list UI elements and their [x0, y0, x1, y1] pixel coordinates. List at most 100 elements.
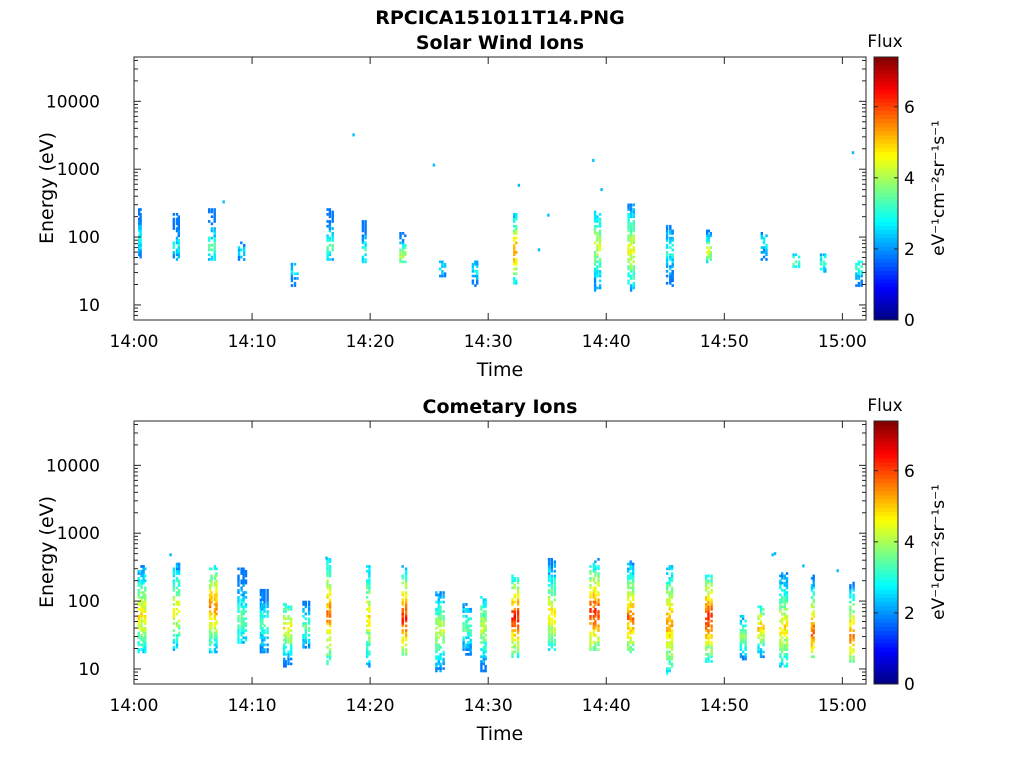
heatmap-cell — [172, 579, 176, 583]
heatmap-cell — [710, 653, 713, 656]
heatmap-cell — [589, 572, 592, 575]
heatmap-cell — [810, 650, 814, 654]
heatmap-cell — [368, 607, 371, 611]
heatmap-cell — [290, 648, 293, 651]
heatmap-cell — [629, 251, 633, 254]
heatmap-cell — [547, 629, 551, 632]
heatmap-cell — [516, 586, 520, 590]
heatmap-cell — [139, 243, 142, 247]
heatmap-cell — [598, 274, 602, 278]
heatmap-cell — [589, 641, 592, 644]
heatmap-cell — [290, 277, 294, 280]
heatmap-cell — [547, 617, 551, 621]
heatmap-cell — [331, 232, 334, 235]
panel-solar-wind: Solar Wind Ions 14:00 14:10 14:20 14:30 14:4… — [36, 32, 949, 381]
heatmap-cell — [208, 622, 212, 625]
heatmap-cell — [142, 572, 145, 575]
heatmap-cell — [670, 574, 674, 578]
heatmap-cell — [401, 619, 404, 623]
heatmap-cell — [739, 638, 743, 642]
heatmap-cell — [328, 622, 332, 625]
heatmap-cell — [668, 600, 671, 604]
heatmap-cell — [824, 253, 827, 257]
heatmap-cell — [175, 603, 179, 606]
heatmap-cell — [283, 607, 286, 611]
heatmap-cell — [364, 236, 367, 240]
heatmap-cell — [175, 220, 179, 223]
heatmap-cell — [629, 258, 633, 261]
heatmap-cell — [739, 648, 743, 651]
heatmap-cell — [261, 603, 264, 606]
heatmap-cell — [302, 615, 305, 618]
heatmap-cell — [244, 638, 248, 642]
heatmap-cell — [797, 260, 801, 264]
heatmap-cell — [439, 624, 442, 628]
heatmap-cell — [326, 234, 329, 238]
heatmap-cell — [259, 617, 263, 621]
heatmap-cell — [326, 565, 329, 568]
heatmap-cell — [144, 574, 147, 578]
colorbar-segment — [874, 233, 898, 239]
heatmap-cell — [594, 569, 597, 573]
heatmap-cell — [550, 600, 553, 604]
heatmap-cell — [480, 636, 483, 640]
heatmap-cell — [632, 612, 635, 616]
heatmap-cell — [465, 603, 468, 606]
heatmap-cell — [240, 586, 243, 590]
heatmap-cell — [237, 605, 240, 609]
heatmap-cell — [779, 626, 782, 630]
heatmap-cell — [172, 251, 175, 254]
colorbar-tick-label: 4 — [904, 533, 915, 553]
heatmap-cell — [177, 567, 181, 571]
heatmap-cell — [513, 617, 516, 621]
heatmap-cell — [368, 624, 371, 628]
heatmap-cell — [783, 581, 786, 585]
heatmap-cell — [482, 638, 485, 642]
heatmap-cell — [513, 220, 516, 223]
heatmap-cell — [366, 591, 369, 594]
heatmap-cell — [511, 577, 514, 580]
heatmap-cell — [172, 603, 176, 606]
heatmap-cell — [779, 605, 782, 609]
heatmap-cell — [822, 260, 826, 264]
heatmap-cell — [210, 567, 213, 571]
heatmap-cell — [467, 619, 470, 623]
heatmap-cell — [765, 251, 768, 254]
heatmap-cell — [404, 579, 408, 583]
heatmap-cell — [437, 619, 440, 623]
heatmap-cell — [707, 253, 711, 257]
heatmap-cell — [593, 220, 597, 223]
heatmap-cell — [290, 657, 293, 661]
heatmap-cell — [175, 565, 179, 568]
heatmap-cell — [670, 664, 674, 668]
heatmap-cell — [175, 634, 179, 637]
heatmap-cell — [592, 591, 595, 594]
heatmap-cell — [368, 610, 371, 613]
heatmap-cell — [666, 612, 669, 616]
heatmap-cell — [852, 619, 855, 623]
heatmap-cell — [138, 236, 141, 240]
heatmap-cell — [290, 279, 294, 283]
heatmap-cell — [706, 251, 709, 254]
heatmap-cell — [553, 560, 556, 564]
heatmap-cell — [759, 653, 763, 656]
heatmap-cell — [592, 605, 595, 609]
heatmap-cell — [175, 624, 179, 628]
heatmap-cell — [781, 617, 784, 621]
heatmap-cell — [706, 239, 709, 242]
heatmap-cell — [328, 243, 332, 247]
colorbar-unit: eV⁻¹cm⁻²sr⁻¹s⁻¹ — [929, 484, 949, 620]
heatmap-cell — [760, 258, 763, 261]
heatmap-cell — [142, 569, 145, 573]
heatmap-cell — [597, 584, 600, 587]
heatmap-cell — [144, 617, 147, 621]
heatmap-cell — [671, 232, 674, 235]
heatmap-cell — [326, 579, 329, 583]
heatmap-cell — [328, 210, 332, 214]
heatmap-cell — [140, 617, 143, 621]
heatmap-cell — [513, 232, 516, 235]
heatmap-cell — [785, 615, 789, 618]
heatmap-cell — [259, 624, 263, 628]
heatmap-cell — [437, 598, 440, 602]
colorbar-segment — [874, 560, 898, 566]
